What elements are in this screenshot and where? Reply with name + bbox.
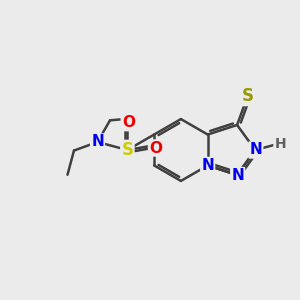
- Text: N: N: [201, 158, 214, 173]
- Text: S: S: [242, 87, 254, 105]
- Text: H: H: [274, 137, 286, 152]
- Text: S: S: [122, 141, 134, 159]
- Text: N: N: [250, 142, 262, 158]
- Text: N: N: [91, 134, 104, 149]
- Text: O: O: [122, 115, 135, 130]
- Text: N: N: [231, 168, 244, 183]
- Text: O: O: [149, 140, 162, 155]
